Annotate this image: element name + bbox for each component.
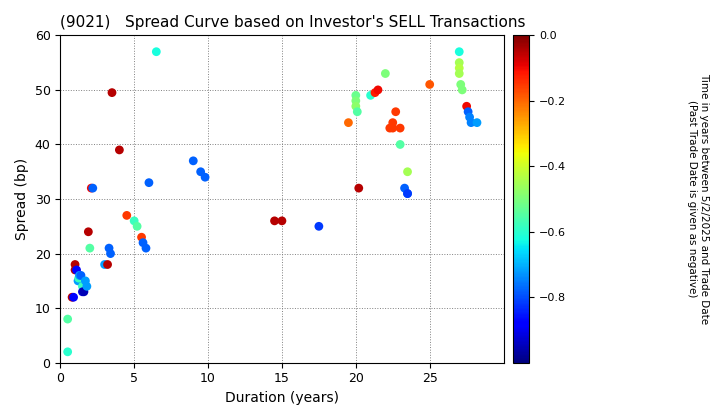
Point [131,223,143,230]
Point [471,119,482,126]
Point [369,89,381,96]
Point [143,179,155,186]
Y-axis label: Spread (bp): Spread (bp) [15,158,29,240]
Point [104,250,116,257]
Point [402,190,413,197]
Point [402,168,413,175]
Point [461,103,472,110]
Point [103,245,114,252]
Point [390,108,402,115]
Point [66,294,78,301]
Point [72,278,84,284]
Point [99,261,110,268]
Point [187,158,199,164]
Point [62,349,73,355]
Point [87,185,99,192]
Point [384,125,395,131]
Point [107,89,118,96]
Point [102,261,113,268]
Point [464,114,475,121]
Point [350,103,361,110]
Point [199,174,211,181]
Point [71,267,82,273]
Point [402,190,413,197]
Point [350,97,361,104]
Point [454,70,465,77]
Point [313,223,325,230]
Point [395,141,406,148]
Point [462,108,474,115]
Point [77,283,89,290]
Point [454,59,465,66]
Point [353,185,364,192]
Point [86,185,97,192]
Point [69,267,81,273]
Point [269,218,280,224]
Point [365,92,377,99]
Point [128,218,140,224]
Point [73,272,85,279]
Point [379,70,391,77]
Text: (9021)   Spread Curve based on Investor's SELL Transactions: (9021) Spread Curve based on Investor's … [60,15,526,30]
Point [121,212,132,219]
Point [351,108,363,115]
Point [455,81,467,88]
Point [387,119,398,126]
Point [84,245,96,252]
Point [387,125,398,131]
Point [372,87,384,93]
Point [454,65,465,71]
Point [73,275,84,281]
Point [399,185,410,192]
Point [62,316,73,323]
Point [424,81,436,88]
Point [80,278,91,284]
Point [195,168,207,175]
Point [454,48,465,55]
Point [83,228,94,235]
Point [350,92,361,99]
Point [136,234,148,241]
Point [69,261,81,268]
Point [114,147,125,153]
X-axis label: Duration (years): Duration (years) [225,391,339,405]
Point [395,125,406,131]
Point [150,48,162,55]
Point [81,283,93,290]
Point [75,272,86,279]
Point [276,218,288,224]
Point [68,294,79,301]
Y-axis label: Time in years between 5/2/2025 and Trade Date
(Past Trade Date is given as negat: Time in years between 5/2/2025 and Trade… [688,74,709,325]
Point [343,119,354,126]
Point [77,289,89,295]
Point [465,119,477,126]
Point [140,245,152,252]
Point [78,289,90,295]
Point [456,87,468,93]
Point [138,239,149,246]
